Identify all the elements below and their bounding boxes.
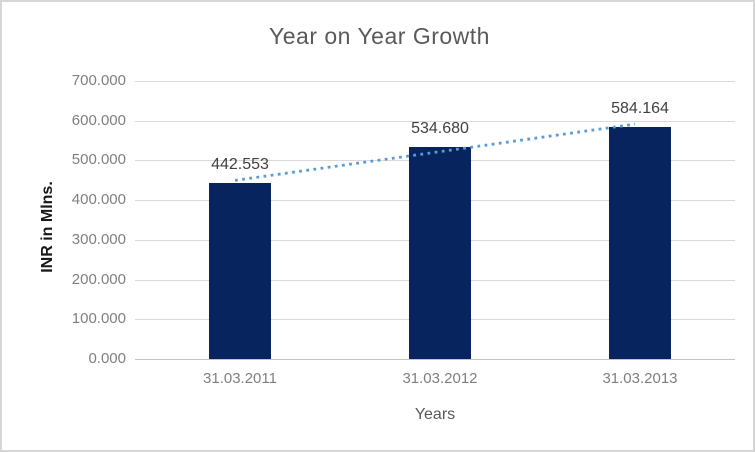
data-label: 584.164	[611, 100, 669, 117]
x-axis-title: Years	[414, 406, 456, 423]
data-label: 442.553	[211, 156, 269, 173]
y-tick-label: 400.000	[71, 191, 126, 208]
y-tick-label: 500.000	[71, 151, 126, 168]
bar-31.03.2012	[409, 147, 471, 359]
plot-area	[135, 81, 735, 360]
y-tick-label: 200.000	[71, 271, 126, 288]
y-tick-label: 700.000	[71, 72, 126, 89]
x-tick-label: 31.03.2013	[602, 370, 678, 387]
chart-title: Year on Year Growth	[269, 23, 490, 49]
y-tick-label: 100.000	[71, 310, 126, 327]
x-tick-label: 31.03.2011	[203, 370, 277, 387]
gridline	[135, 121, 735, 122]
bar-31.03.2013	[609, 127, 671, 359]
y-tick-label: 600.000	[71, 112, 126, 129]
bar-31.03.2011	[209, 183, 271, 359]
data-label: 534.680	[411, 120, 469, 137]
gridline	[135, 81, 735, 82]
x-tick-label: 31.03.2012	[402, 370, 478, 387]
x-axis-line	[135, 359, 735, 360]
trendline	[234, 122, 636, 182]
y-tick-label: 0.000	[88, 350, 126, 367]
y-tick-label: 300.000	[71, 231, 126, 248]
